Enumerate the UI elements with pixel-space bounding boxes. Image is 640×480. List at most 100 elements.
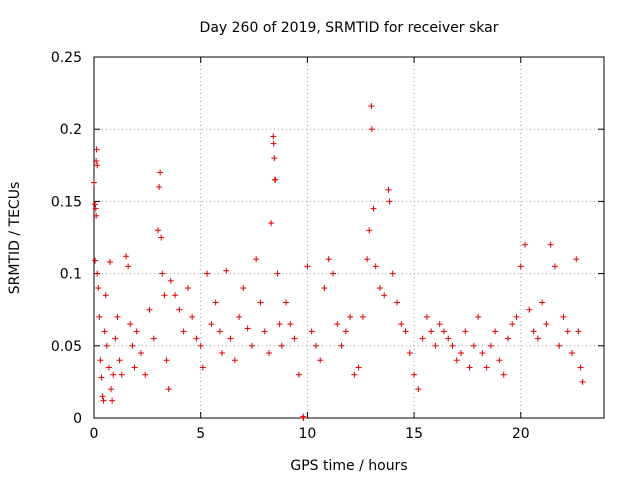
data-point (359, 313, 366, 320)
data-point (372, 263, 379, 270)
data-point (197, 342, 204, 349)
data-point (560, 313, 567, 320)
data-points (91, 103, 586, 421)
data-point (568, 350, 575, 357)
data-point (180, 328, 187, 335)
data-point (406, 350, 413, 357)
data-point (204, 270, 211, 277)
y-tick-label: 0.05 (51, 339, 82, 355)
data-point (415, 386, 422, 393)
data-point (123, 253, 130, 260)
x-axis-label: GPS time / hours (290, 458, 407, 474)
data-point (385, 186, 392, 193)
data-point (308, 328, 315, 335)
data-point (257, 299, 264, 306)
x-tick-label: 15 (405, 426, 423, 442)
data-point (496, 357, 503, 364)
data-point (240, 285, 247, 292)
data-point (265, 350, 272, 357)
data-point (300, 415, 307, 421)
data-point (146, 306, 153, 313)
data-point (500, 371, 507, 378)
data-point (189, 313, 196, 320)
data-point (219, 350, 226, 357)
data-point (526, 306, 533, 313)
plot-frame (93, 56, 605, 419)
axis-ticks: 0 5 10 15 20 0 0.05 0.1 0.15 0.2 0.25 (51, 50, 604, 442)
data-point (543, 321, 550, 328)
data-point (98, 374, 105, 381)
data-point (92, 205, 99, 212)
data-point (466, 364, 473, 371)
data-point (93, 146, 100, 153)
data-point (368, 126, 375, 133)
data-point (577, 364, 584, 371)
data-point (287, 321, 294, 328)
data-point (487, 342, 494, 349)
data-point (272, 176, 279, 183)
data-point (278, 342, 285, 349)
data-point (95, 285, 102, 292)
data-point (261, 328, 268, 335)
data-point (579, 378, 586, 385)
data-point (483, 364, 490, 371)
data-point (522, 241, 529, 248)
data-point (432, 342, 439, 349)
data-point (227, 335, 234, 342)
y-tick-label: 0.2 (60, 122, 82, 138)
data-point (436, 321, 443, 328)
data-point (108, 386, 115, 393)
data-point (156, 183, 163, 190)
data-point (101, 328, 108, 335)
data-point (150, 335, 157, 342)
data-point (534, 335, 541, 342)
data-point (291, 335, 298, 342)
data-point (575, 328, 582, 335)
y-axis-label: SRMTID / TECUs (7, 182, 23, 295)
data-point (428, 328, 435, 335)
y-tick-label: 0.15 (51, 194, 82, 210)
data-point (96, 313, 103, 320)
data-point (99, 393, 106, 400)
data-point (127, 321, 134, 328)
data-point (199, 364, 206, 371)
data-point (97, 357, 104, 364)
data-point (453, 357, 460, 364)
data-point (530, 328, 537, 335)
data-point (223, 267, 230, 274)
x-tick-label: 10 (298, 426, 316, 442)
data-point (475, 313, 482, 320)
data-point (93, 212, 100, 219)
data-point (283, 299, 290, 306)
data-point (248, 342, 255, 349)
data-point (295, 371, 302, 378)
data-point (158, 234, 165, 241)
data-point (125, 263, 132, 270)
data-point (539, 299, 546, 306)
data-point (449, 342, 456, 349)
data-point (184, 285, 191, 292)
data-point (109, 397, 116, 404)
data-point (351, 371, 358, 378)
data-point (193, 335, 200, 342)
data-point (167, 277, 174, 284)
chart-title: Day 260 of 2019, SRMTID for receiver ska… (200, 20, 499, 36)
data-point (165, 386, 172, 393)
data-point (304, 263, 311, 270)
data-point (208, 321, 215, 328)
grid (93, 56, 604, 419)
data-point (100, 397, 107, 404)
data-point (231, 357, 238, 364)
data-point (370, 205, 377, 212)
data-point (419, 335, 426, 342)
data-point (312, 342, 319, 349)
data-point (274, 270, 281, 277)
data-point (325, 256, 332, 263)
data-point (172, 292, 179, 299)
data-point (556, 342, 563, 349)
data-point (347, 313, 354, 320)
data-point (411, 371, 418, 378)
data-point (129, 342, 136, 349)
data-point (376, 285, 383, 292)
